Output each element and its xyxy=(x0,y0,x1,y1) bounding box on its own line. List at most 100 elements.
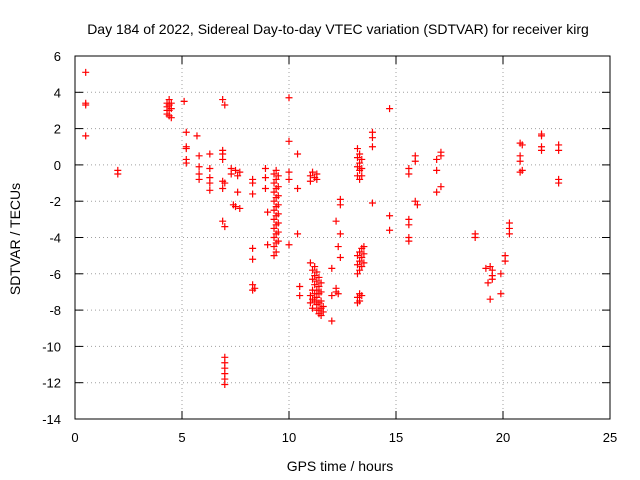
data-point xyxy=(486,295,494,303)
x-axis-label: GPS time / hours xyxy=(287,458,394,474)
data-point xyxy=(306,259,314,267)
data-point xyxy=(249,244,257,252)
data-point xyxy=(484,279,492,287)
data-point xyxy=(360,250,368,258)
data-point xyxy=(313,175,321,183)
data-point xyxy=(270,243,278,251)
data-point xyxy=(356,266,364,274)
data-point xyxy=(317,288,325,296)
data-point xyxy=(501,257,509,265)
data-point xyxy=(234,188,242,196)
data-point xyxy=(285,241,293,249)
data-point xyxy=(505,230,513,238)
data-point xyxy=(270,170,278,178)
data-point xyxy=(270,215,278,223)
data-point xyxy=(261,184,269,192)
data-point xyxy=(206,165,214,173)
data-point xyxy=(334,243,342,251)
data-point xyxy=(274,219,282,227)
data-point xyxy=(221,381,229,389)
data-point xyxy=(193,132,201,140)
data-point xyxy=(261,165,269,173)
data-point xyxy=(358,253,366,261)
data-point xyxy=(353,252,361,260)
data-point xyxy=(437,183,445,191)
data-point xyxy=(358,172,366,180)
data-point xyxy=(353,154,361,162)
data-point xyxy=(294,184,302,192)
y-tick-label: 6 xyxy=(54,49,61,64)
data-point xyxy=(334,290,342,298)
data-point xyxy=(221,101,229,109)
data-point xyxy=(182,145,190,153)
y-axis-label: SDTVAR / TECUs xyxy=(7,183,23,295)
x-tick-label: 5 xyxy=(178,430,185,445)
data-point xyxy=(272,175,280,183)
data-point xyxy=(555,146,563,154)
data-point xyxy=(285,168,293,176)
x-tick-label: 20 xyxy=(496,430,510,445)
data-point xyxy=(309,168,317,176)
data-point xyxy=(317,279,325,287)
data-point xyxy=(488,275,496,283)
data-point xyxy=(221,223,229,231)
data-point xyxy=(405,221,413,229)
x-tick-labels: 0 5 10 15 20 25 xyxy=(71,430,617,445)
data-point xyxy=(328,264,336,272)
data-point xyxy=(114,170,122,178)
data-point xyxy=(313,286,321,294)
data-point xyxy=(317,312,325,320)
data-point xyxy=(272,248,280,256)
chart-title: Day 184 of 2022, Sidereal Day-to-day VTE… xyxy=(87,21,589,37)
data-point xyxy=(317,297,325,305)
data-point xyxy=(236,204,244,212)
data-point xyxy=(306,177,314,185)
data-point xyxy=(219,184,227,192)
data-point xyxy=(353,270,361,278)
data-point xyxy=(232,203,239,211)
data-point xyxy=(413,201,421,209)
data-point xyxy=(227,170,235,178)
data-point xyxy=(332,217,340,225)
data-point xyxy=(272,166,280,174)
data-point xyxy=(261,174,269,182)
data-point xyxy=(264,208,272,216)
data-point xyxy=(206,150,214,158)
data-point xyxy=(249,255,257,263)
data-point xyxy=(313,268,321,276)
data-point xyxy=(356,297,364,305)
data-point xyxy=(336,201,344,209)
x-tick-label: 10 xyxy=(282,430,296,445)
data-point xyxy=(82,132,90,140)
data-point xyxy=(82,101,90,109)
data-point xyxy=(360,243,368,251)
data-point xyxy=(411,157,419,165)
data-point xyxy=(358,165,366,173)
data-point xyxy=(356,159,364,167)
data-point xyxy=(167,114,175,122)
data-point xyxy=(405,170,413,178)
data-point xyxy=(328,292,336,300)
data-point xyxy=(356,248,364,256)
data-point xyxy=(274,183,282,191)
data-point xyxy=(296,292,304,300)
data-point xyxy=(274,237,282,245)
data-point xyxy=(313,293,321,301)
data-point xyxy=(433,155,441,163)
data-point xyxy=(319,308,327,316)
data-point xyxy=(356,150,364,158)
y-tick-label: -14 xyxy=(42,412,61,427)
data-point xyxy=(353,163,361,171)
data-point xyxy=(356,175,364,183)
data-point xyxy=(368,199,376,207)
data-point xyxy=(538,132,546,140)
data-point xyxy=(206,186,214,194)
data-point xyxy=(358,292,366,300)
data-point xyxy=(294,230,302,238)
data-point xyxy=(309,266,317,274)
y-tick-labels: -14 -12 -10 -8 -6 -4 -2 0 2 4 6 xyxy=(42,49,61,427)
data-point xyxy=(264,241,272,249)
data-point xyxy=(195,163,203,171)
axis-ticks xyxy=(74,55,611,420)
data-point xyxy=(538,146,546,154)
